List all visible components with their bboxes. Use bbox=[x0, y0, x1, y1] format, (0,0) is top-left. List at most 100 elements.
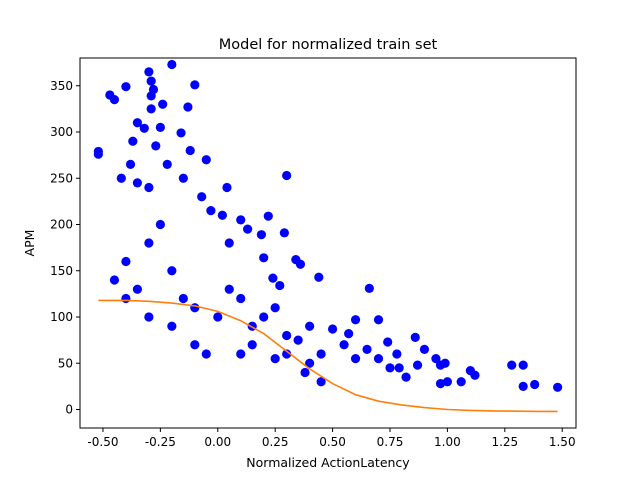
scatter-point bbox=[217, 210, 227, 220]
scatter-point bbox=[132, 284, 143, 294]
scatter-point bbox=[158, 99, 168, 109]
scatter-point bbox=[176, 128, 186, 138]
scatter-point bbox=[259, 253, 269, 263]
x-tick-label: 1.50 bbox=[549, 435, 576, 449]
scatter-point bbox=[222, 182, 232, 193]
scatter-point bbox=[270, 354, 280, 364]
scatter-point bbox=[132, 178, 143, 188]
scatter-point bbox=[144, 312, 154, 322]
scatter-point bbox=[125, 159, 136, 169]
scatter-point bbox=[293, 335, 303, 345]
scatter-point bbox=[419, 344, 430, 354]
y-tick-label: 0 bbox=[65, 403, 73, 417]
scatter-point bbox=[236, 293, 246, 304]
scatter-point bbox=[190, 80, 200, 90]
x-tick-label: 0.75 bbox=[377, 435, 404, 449]
scatter-point bbox=[109, 275, 120, 285]
scatter-point bbox=[507, 360, 517, 370]
scatter-point bbox=[146, 104, 156, 114]
chart-title: Model for normalized train set bbox=[219, 37, 438, 53]
scatter-point bbox=[470, 370, 480, 380]
axes-layer: -0.50 -0.25 0.00 0.25 0.50 0.75 1.00 1.25 1.50 0 5… bbox=[50, 57, 577, 449]
scatter-point bbox=[236, 349, 246, 359]
y-axis-label: APM bbox=[22, 230, 37, 257]
scatter-point bbox=[178, 173, 188, 183]
scatter-point bbox=[410, 332, 420, 342]
scatter-point bbox=[383, 337, 393, 347]
scatter-point bbox=[339, 340, 349, 350]
x-tick-label: -0.25 bbox=[145, 435, 176, 449]
scatter-point bbox=[279, 228, 289, 238]
scatter-point bbox=[167, 321, 177, 331]
scatter-point bbox=[224, 284, 234, 294]
scatter-point bbox=[206, 206, 216, 216]
scatter-point bbox=[282, 330, 292, 341]
scatter-point bbox=[268, 273, 278, 283]
y-tick-label: 200 bbox=[50, 218, 73, 232]
scatter-point bbox=[109, 95, 120, 105]
scatter-point bbox=[247, 340, 257, 350]
scatter-point bbox=[394, 363, 404, 373]
x-tick-label: 0.50 bbox=[319, 435, 346, 449]
scatter-point bbox=[121, 256, 131, 267]
scatter-point bbox=[270, 303, 280, 313]
scatter-point bbox=[314, 272, 324, 282]
scatter-point bbox=[364, 283, 374, 293]
x-tick-label: 0.25 bbox=[262, 435, 289, 449]
plot-area bbox=[80, 58, 576, 428]
scatter-point bbox=[530, 379, 540, 390]
scatter-point bbox=[144, 238, 154, 248]
scatter-point bbox=[327, 324, 338, 334]
scatter-point bbox=[121, 293, 131, 304]
scatter-point bbox=[412, 360, 423, 370]
scatter-point bbox=[518, 381, 528, 391]
scatter-point bbox=[362, 344, 372, 354]
scatter-point bbox=[167, 59, 177, 70]
y-tick-label: 300 bbox=[50, 125, 73, 139]
scatter-point bbox=[256, 230, 267, 240]
scatter-point bbox=[518, 360, 528, 370]
scatter-point bbox=[442, 377, 453, 387]
y-tick-label: 250 bbox=[50, 171, 73, 185]
x-axis-label: Normalized ActionLatency bbox=[246, 455, 410, 470]
scatter-point bbox=[305, 321, 315, 331]
y-tick-label: 50 bbox=[58, 356, 73, 370]
scatter-point bbox=[456, 377, 466, 387]
scatter-point bbox=[185, 145, 195, 156]
scatter-point bbox=[373, 354, 384, 364]
plot-content bbox=[93, 59, 563, 413]
scatter-point bbox=[93, 146, 103, 157]
scatter-point bbox=[178, 293, 188, 304]
model-line bbox=[98, 299, 558, 413]
scatter-point bbox=[190, 303, 200, 313]
scatter-point bbox=[162, 159, 172, 169]
scatter-point bbox=[236, 215, 246, 225]
scatter-point bbox=[148, 84, 159, 95]
scatter-point bbox=[282, 170, 292, 181]
x-tick-label: -0.50 bbox=[87, 435, 118, 449]
scatter-point bbox=[392, 349, 402, 359]
y-tick-label: 150 bbox=[50, 264, 73, 278]
scatter-point bbox=[243, 224, 253, 234]
scatter-point bbox=[167, 266, 177, 276]
scatter-point bbox=[295, 259, 306, 269]
scatter-point bbox=[116, 173, 126, 183]
scatter-point bbox=[155, 122, 165, 132]
scatter-point bbox=[263, 211, 273, 221]
scatter-point bbox=[224, 238, 234, 248]
marks-layer bbox=[93, 59, 563, 413]
scatter-point bbox=[350, 315, 361, 325]
scatter-point bbox=[128, 136, 138, 146]
scatter-point bbox=[435, 379, 446, 389]
scatter-point bbox=[197, 192, 207, 202]
scatter-point bbox=[316, 377, 326, 387]
scatter-point bbox=[132, 118, 143, 128]
scatter-point bbox=[155, 219, 165, 230]
scatter-point bbox=[259, 312, 269, 322]
scatter-point bbox=[151, 141, 161, 151]
scatter-point bbox=[146, 76, 156, 86]
y-tick-label: 100 bbox=[50, 310, 73, 324]
scatter-point bbox=[275, 280, 285, 291]
